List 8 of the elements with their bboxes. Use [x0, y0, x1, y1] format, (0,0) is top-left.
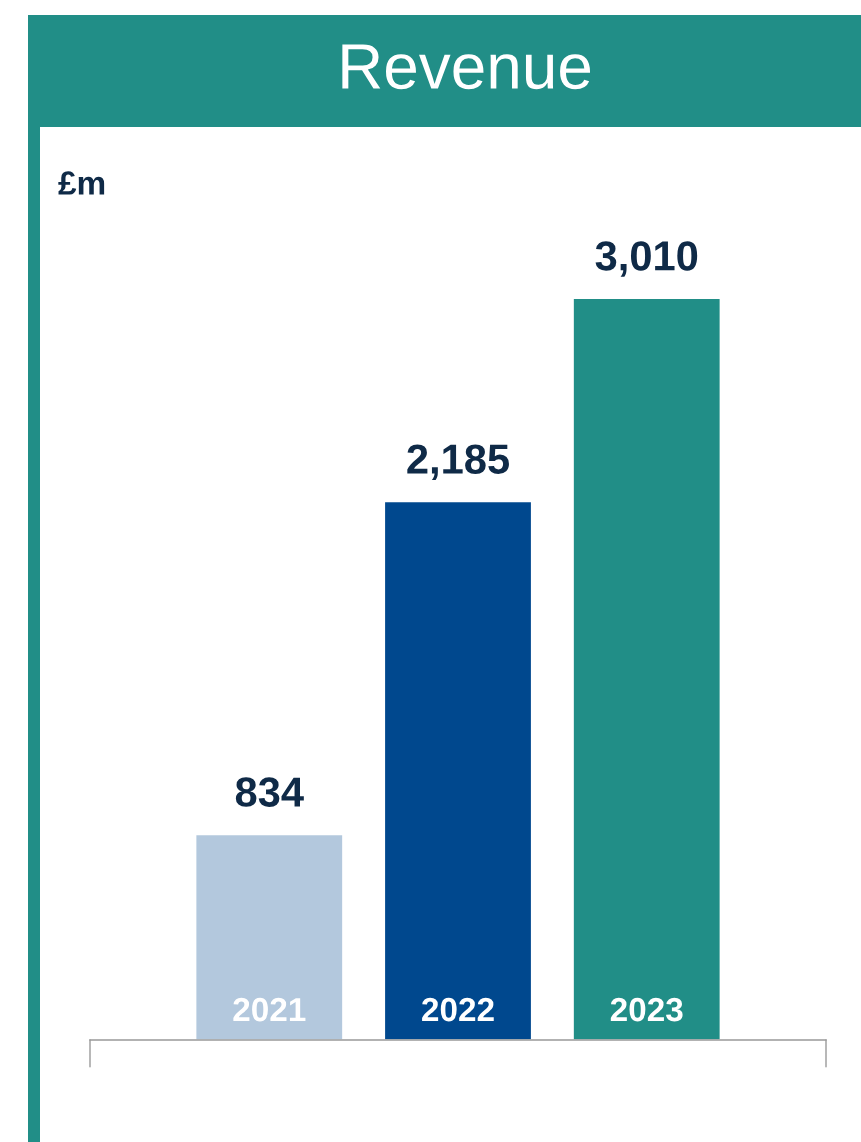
data-label: 834: [235, 777, 304, 807]
x-tick-label: 2022: [422, 997, 494, 1022]
x-tick-label: 2023: [610, 997, 683, 1022]
data-label: 3,010: [595, 241, 698, 277]
x-tick-label: 2021: [233, 997, 306, 1022]
y-axis-title: £m: [58, 171, 105, 195]
data-label: 2,185: [407, 444, 509, 480]
chart-title: Revenue: [342, 44, 591, 90]
